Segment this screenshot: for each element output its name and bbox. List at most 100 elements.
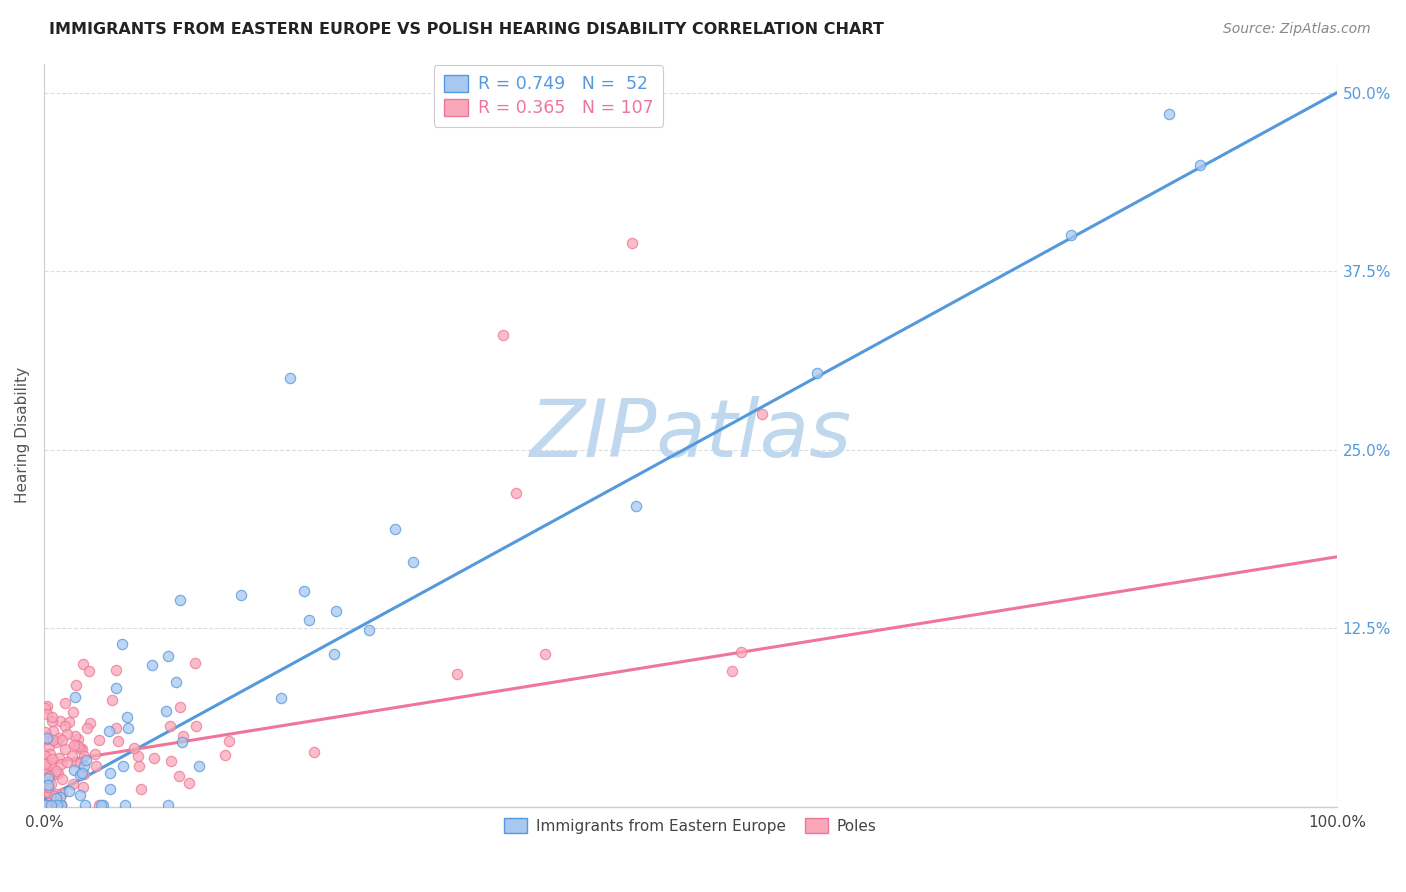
Point [45,735,67,749]
Point [65,756,87,770]
Point [141,657,163,672]
Point [73,798,96,813]
Point [165,674,187,689]
Point [62,749,84,764]
Point [172,735,194,749]
Point [35,798,58,813]
Point [38,798,60,813]
Point [56,755,79,769]
Point [65,738,87,752]
Text: IMMIGRANTS FROM EASTERN EUROPE VS POLISH HEARING DISABILITY CORRELATION CHART: IMMIGRANTS FROM EASTERN EUROPE VS POLISH… [49,22,884,37]
Point [49,798,72,813]
Point [39,747,62,762]
Point [35,798,58,813]
Point [446,666,468,681]
Point [51,786,73,800]
Point [51,757,73,772]
Point [38,739,60,754]
Point [270,691,292,706]
Point [56,727,79,741]
Point [39,776,62,790]
Point [73,758,96,772]
Point [298,613,321,627]
Point [45,764,67,779]
Point [51,772,73,786]
Point [53,742,76,756]
Point [37,780,59,794]
Point [69,756,91,770]
Point [188,759,211,773]
Point [534,647,557,661]
Point [44,798,66,813]
Point [218,734,240,748]
Point [41,752,63,766]
Point [626,499,648,513]
Point [505,485,527,500]
Point [53,696,76,710]
Point [87,733,110,747]
Point [70,741,93,756]
Point [1188,158,1211,172]
Point [34,763,56,777]
Point [39,798,62,813]
Point [122,741,145,756]
Point [37,778,59,792]
Point [49,790,72,805]
Point [98,765,121,780]
Point [169,700,191,714]
Point [91,798,114,813]
Point [100,782,122,797]
Point [48,751,70,765]
Point [806,367,828,381]
Point [41,710,63,724]
Point [44,789,66,804]
Point [37,731,59,745]
Point [114,798,136,813]
Point [179,776,201,790]
Point [157,798,180,813]
Point [37,729,59,743]
Point [75,753,97,767]
Point [51,732,73,747]
Point [730,645,752,659]
Point [34,766,56,780]
Point [35,706,58,721]
Point [115,710,138,724]
Point [34,784,56,798]
Point [49,714,72,728]
Point [128,759,150,773]
Point [44,766,66,780]
Point [35,798,58,813]
Point [167,769,190,783]
Point [35,798,58,813]
Point [322,648,344,662]
Point [69,789,91,803]
Point [79,716,101,731]
Point [48,798,70,813]
Text: Source: ZipAtlas.com: Source: ZipAtlas.com [1223,22,1371,37]
Point [69,767,91,781]
Point [41,714,63,729]
Point [77,664,100,678]
Text: ZIPatlas: ZIPatlas [529,396,852,475]
Point [384,523,406,537]
Point [721,664,744,678]
Point [1157,107,1180,121]
Point [37,763,59,777]
Point [37,698,59,713]
Point [51,798,73,813]
Point [58,783,80,797]
Point [751,407,773,421]
Point [155,704,177,718]
Point [127,748,149,763]
Point [172,729,194,743]
Point [90,798,112,813]
Point [117,721,139,735]
Point [34,757,56,772]
Point [1060,227,1083,242]
Point [46,798,69,813]
Point [46,766,69,780]
Point [104,681,127,695]
Point [45,790,67,805]
Point [62,738,84,752]
